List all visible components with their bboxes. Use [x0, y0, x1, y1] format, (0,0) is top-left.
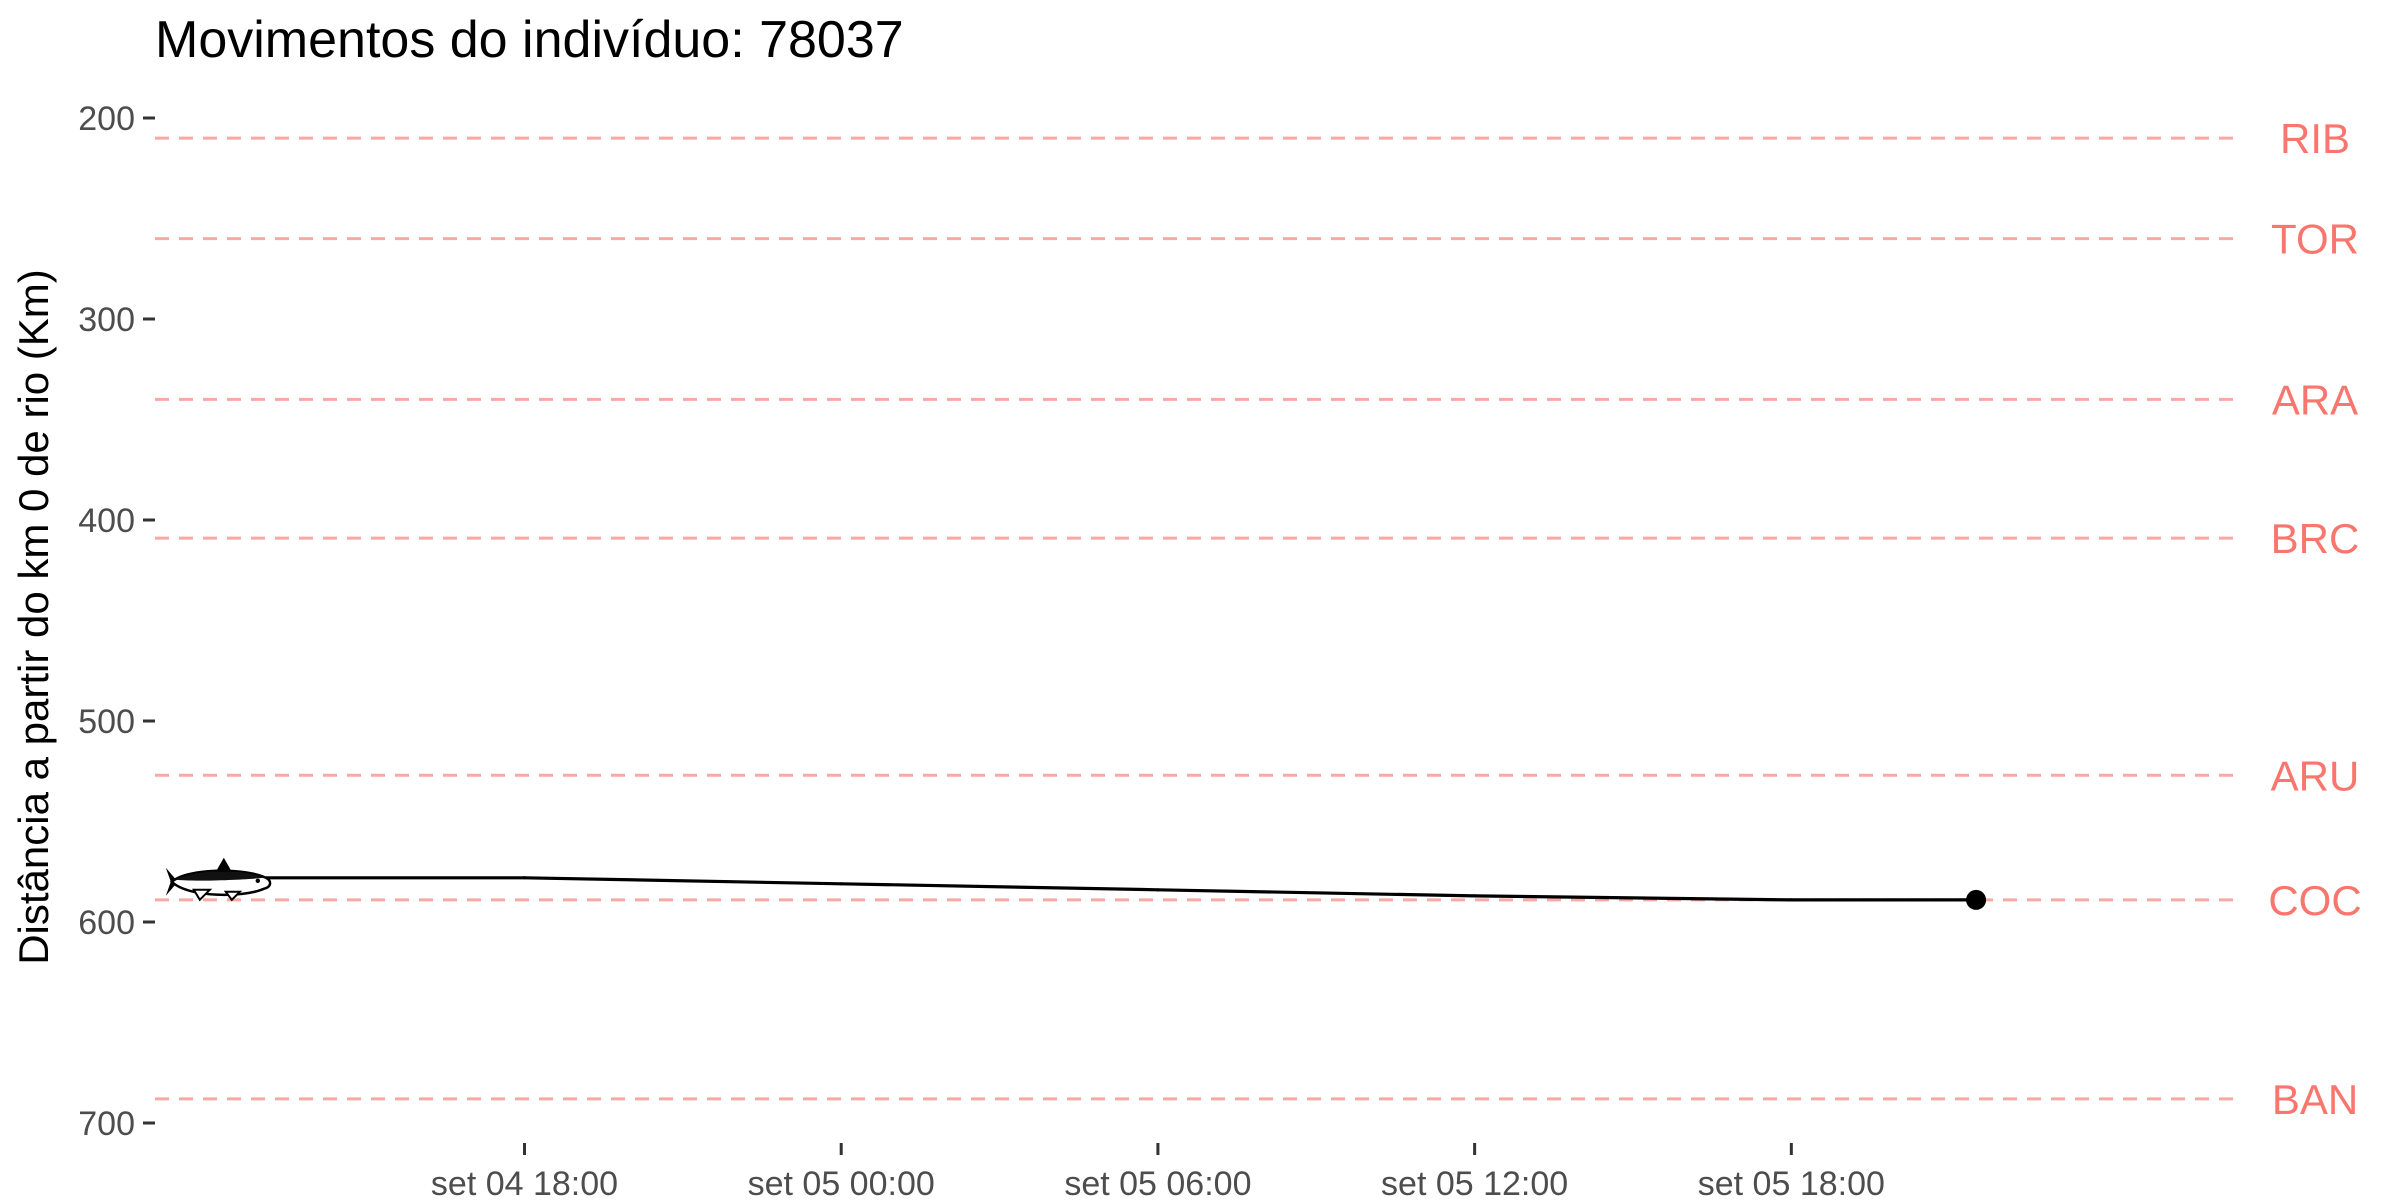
- x-tick-label: set 05 12:00: [1381, 1165, 1568, 1200]
- y-axis-title: Distância a partir do km 0 de rio (Km): [10, 269, 57, 965]
- fish-back: [175, 871, 264, 881]
- reference-label-ban: BAN: [2272, 1076, 2358, 1123]
- reference-lines: RIB TOR ARA BRC ARU COC BAN: [155, 115, 2362, 1123]
- movement-point: [839, 882, 843, 886]
- movement-line: [207, 876, 1977, 902]
- fish-dorsal-fin: [215, 857, 232, 872]
- fish-eye: [255, 878, 260, 883]
- reference-label-rib: RIB: [2280, 115, 2350, 162]
- end-point-marker: [1966, 889, 1987, 910]
- y-axis: 200 300 400 500 600 700: [78, 100, 155, 1143]
- series-layer: [165, 857, 1987, 910]
- x-tick-label: set 05 00:00: [748, 1165, 935, 1200]
- reference-label-tor: TOR: [2271, 216, 2359, 263]
- x-axis: set 04 18:00 set 05 00:00 set 05 06:00 set …: [431, 1143, 1885, 1200]
- x-tick-label: set 05 18:00: [1698, 1165, 1885, 1200]
- fish-icon: [165, 857, 272, 902]
- reference-label-coc: COC: [2268, 877, 2361, 924]
- reference-label-ara: ARA: [2272, 376, 2358, 423]
- reference-label-aru: ARU: [2271, 752, 2360, 799]
- y-tick-label: 300: [78, 301, 135, 339]
- reference-label-brc: BRC: [2271, 515, 2360, 562]
- y-tick-label: 500: [78, 703, 135, 741]
- movement-point: [1156, 888, 1160, 892]
- y-tick-label: 700: [78, 1105, 135, 1143]
- movement-point: [1789, 898, 1793, 902]
- x-tick-label: set 04 18:00: [431, 1165, 618, 1200]
- y-tick-label: 200: [78, 100, 135, 138]
- y-tick-label: 400: [78, 502, 135, 540]
- x-tick-label: set 05 06:00: [1064, 1165, 1251, 1200]
- movement-point: [522, 876, 527, 880]
- chart-title: Movimentos do indivíduo: 78037: [155, 11, 904, 69]
- movement-point: [1473, 894, 1477, 898]
- y-tick-label: 600: [78, 904, 135, 942]
- fish-lower-fins: [192, 888, 243, 902]
